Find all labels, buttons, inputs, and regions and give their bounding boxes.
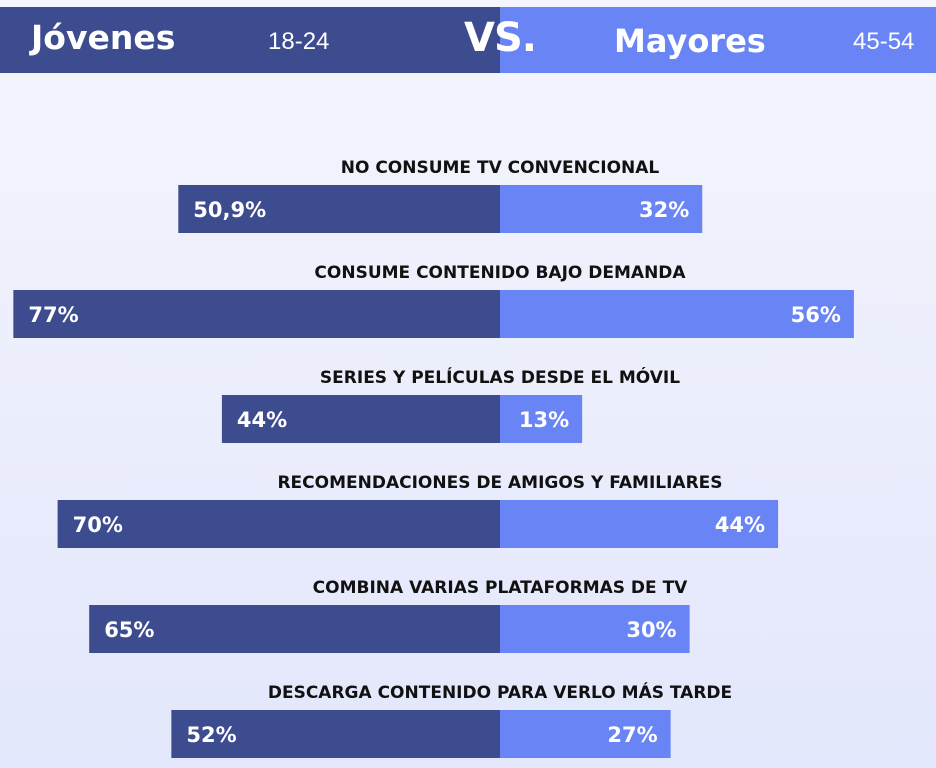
left-group-age-range: 18-24: [268, 28, 330, 55]
bar-mayores: [500, 500, 779, 548]
bar-mayores: [500, 605, 690, 653]
category-label: RECOMENDACIONES DE AMIGOS Y FAMILIARES: [277, 473, 722, 493]
header-left-panel: [0, 7, 500, 73]
bar-jovenes: [57, 500, 500, 548]
bar-jovenes: [178, 185, 500, 233]
value-label-mayores: 30%: [626, 618, 676, 642]
value-label-mayores: 56%: [791, 303, 841, 327]
bar-mayores: [500, 395, 583, 443]
left-group-title: Jóvenes: [31, 18, 176, 57]
category-label: DESCARGA CONTENIDO PARA VERLO MÁS TARDE: [268, 681, 732, 703]
category-label: COMBINA VARIAS PLATAFORMAS DE TV: [313, 578, 689, 598]
value-label-jovenes: 52%: [186, 723, 236, 747]
header-right-panel: [500, 7, 936, 73]
bar-jovenes: [89, 605, 500, 653]
value-label-mayores: 13%: [519, 408, 569, 432]
value-label-jovenes: 70%: [73, 513, 123, 537]
bar-jovenes: [13, 290, 501, 338]
value-label-jovenes: 50,9%: [193, 198, 266, 222]
value-label-jovenes: 77%: [28, 303, 78, 327]
right-group-title: Mayores: [614, 22, 766, 60]
value-label-mayores: 32%: [639, 198, 689, 222]
bar-jovenes: [221, 395, 501, 443]
right-group-age-range: 45-54: [853, 28, 915, 55]
bar-mayores: [500, 710, 671, 758]
category-label: CONSUME CONTENIDO BAJO DEMANDA: [314, 263, 686, 283]
value-label-jovenes: 65%: [104, 618, 154, 642]
category-label: NO CONSUME TV CONVENCIONAL: [341, 158, 660, 178]
bar-jovenes: [171, 710, 501, 758]
value-label-jovenes: 44%: [237, 408, 287, 432]
bar-mayores: [500, 185, 703, 233]
value-label-mayores: 44%: [715, 513, 765, 537]
category-label: SERIES Y PELÍCULAS DESDE EL MÓVIL: [320, 366, 680, 388]
vs-label: VS.: [464, 15, 537, 61]
header: Jóvenes 18-24 VS. Mayores 45-54: [0, 7, 936, 73]
bar-mayores: [500, 290, 854, 338]
value-label-mayores: 27%: [607, 723, 657, 747]
